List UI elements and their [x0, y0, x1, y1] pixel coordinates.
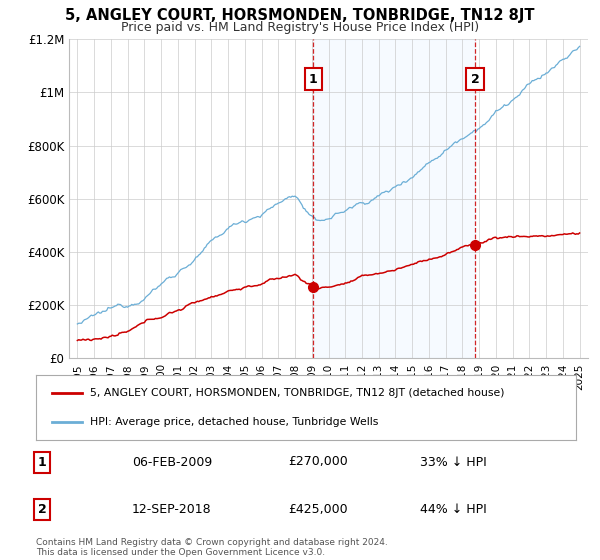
Text: Contains HM Land Registry data © Crown copyright and database right 2024.
This d: Contains HM Land Registry data © Crown c… — [36, 538, 388, 557]
Text: £270,000: £270,000 — [288, 455, 348, 469]
Text: £425,000: £425,000 — [288, 503, 347, 516]
Text: HPI: Average price, detached house, Tunbridge Wells: HPI: Average price, detached house, Tunb… — [90, 417, 379, 427]
Text: 1: 1 — [309, 73, 318, 86]
Text: 44% ↓ HPI: 44% ↓ HPI — [420, 503, 487, 516]
Text: 1: 1 — [38, 455, 46, 469]
Text: 5, ANGLEY COURT, HORSMONDEN, TONBRIDGE, TN12 8JT: 5, ANGLEY COURT, HORSMONDEN, TONBRIDGE, … — [65, 8, 535, 24]
Text: 12-SEP-2018: 12-SEP-2018 — [132, 503, 212, 516]
Text: 5, ANGLEY COURT, HORSMONDEN, TONBRIDGE, TN12 8JT (detached house): 5, ANGLEY COURT, HORSMONDEN, TONBRIDGE, … — [90, 388, 505, 398]
Text: Price paid vs. HM Land Registry's House Price Index (HPI): Price paid vs. HM Land Registry's House … — [121, 21, 479, 34]
Bar — [313, 39, 475, 358]
Text: 2: 2 — [470, 73, 479, 86]
Text: 33% ↓ HPI: 33% ↓ HPI — [420, 455, 487, 469]
Text: 06-FEB-2009: 06-FEB-2009 — [132, 455, 212, 469]
Text: 2: 2 — [38, 503, 46, 516]
